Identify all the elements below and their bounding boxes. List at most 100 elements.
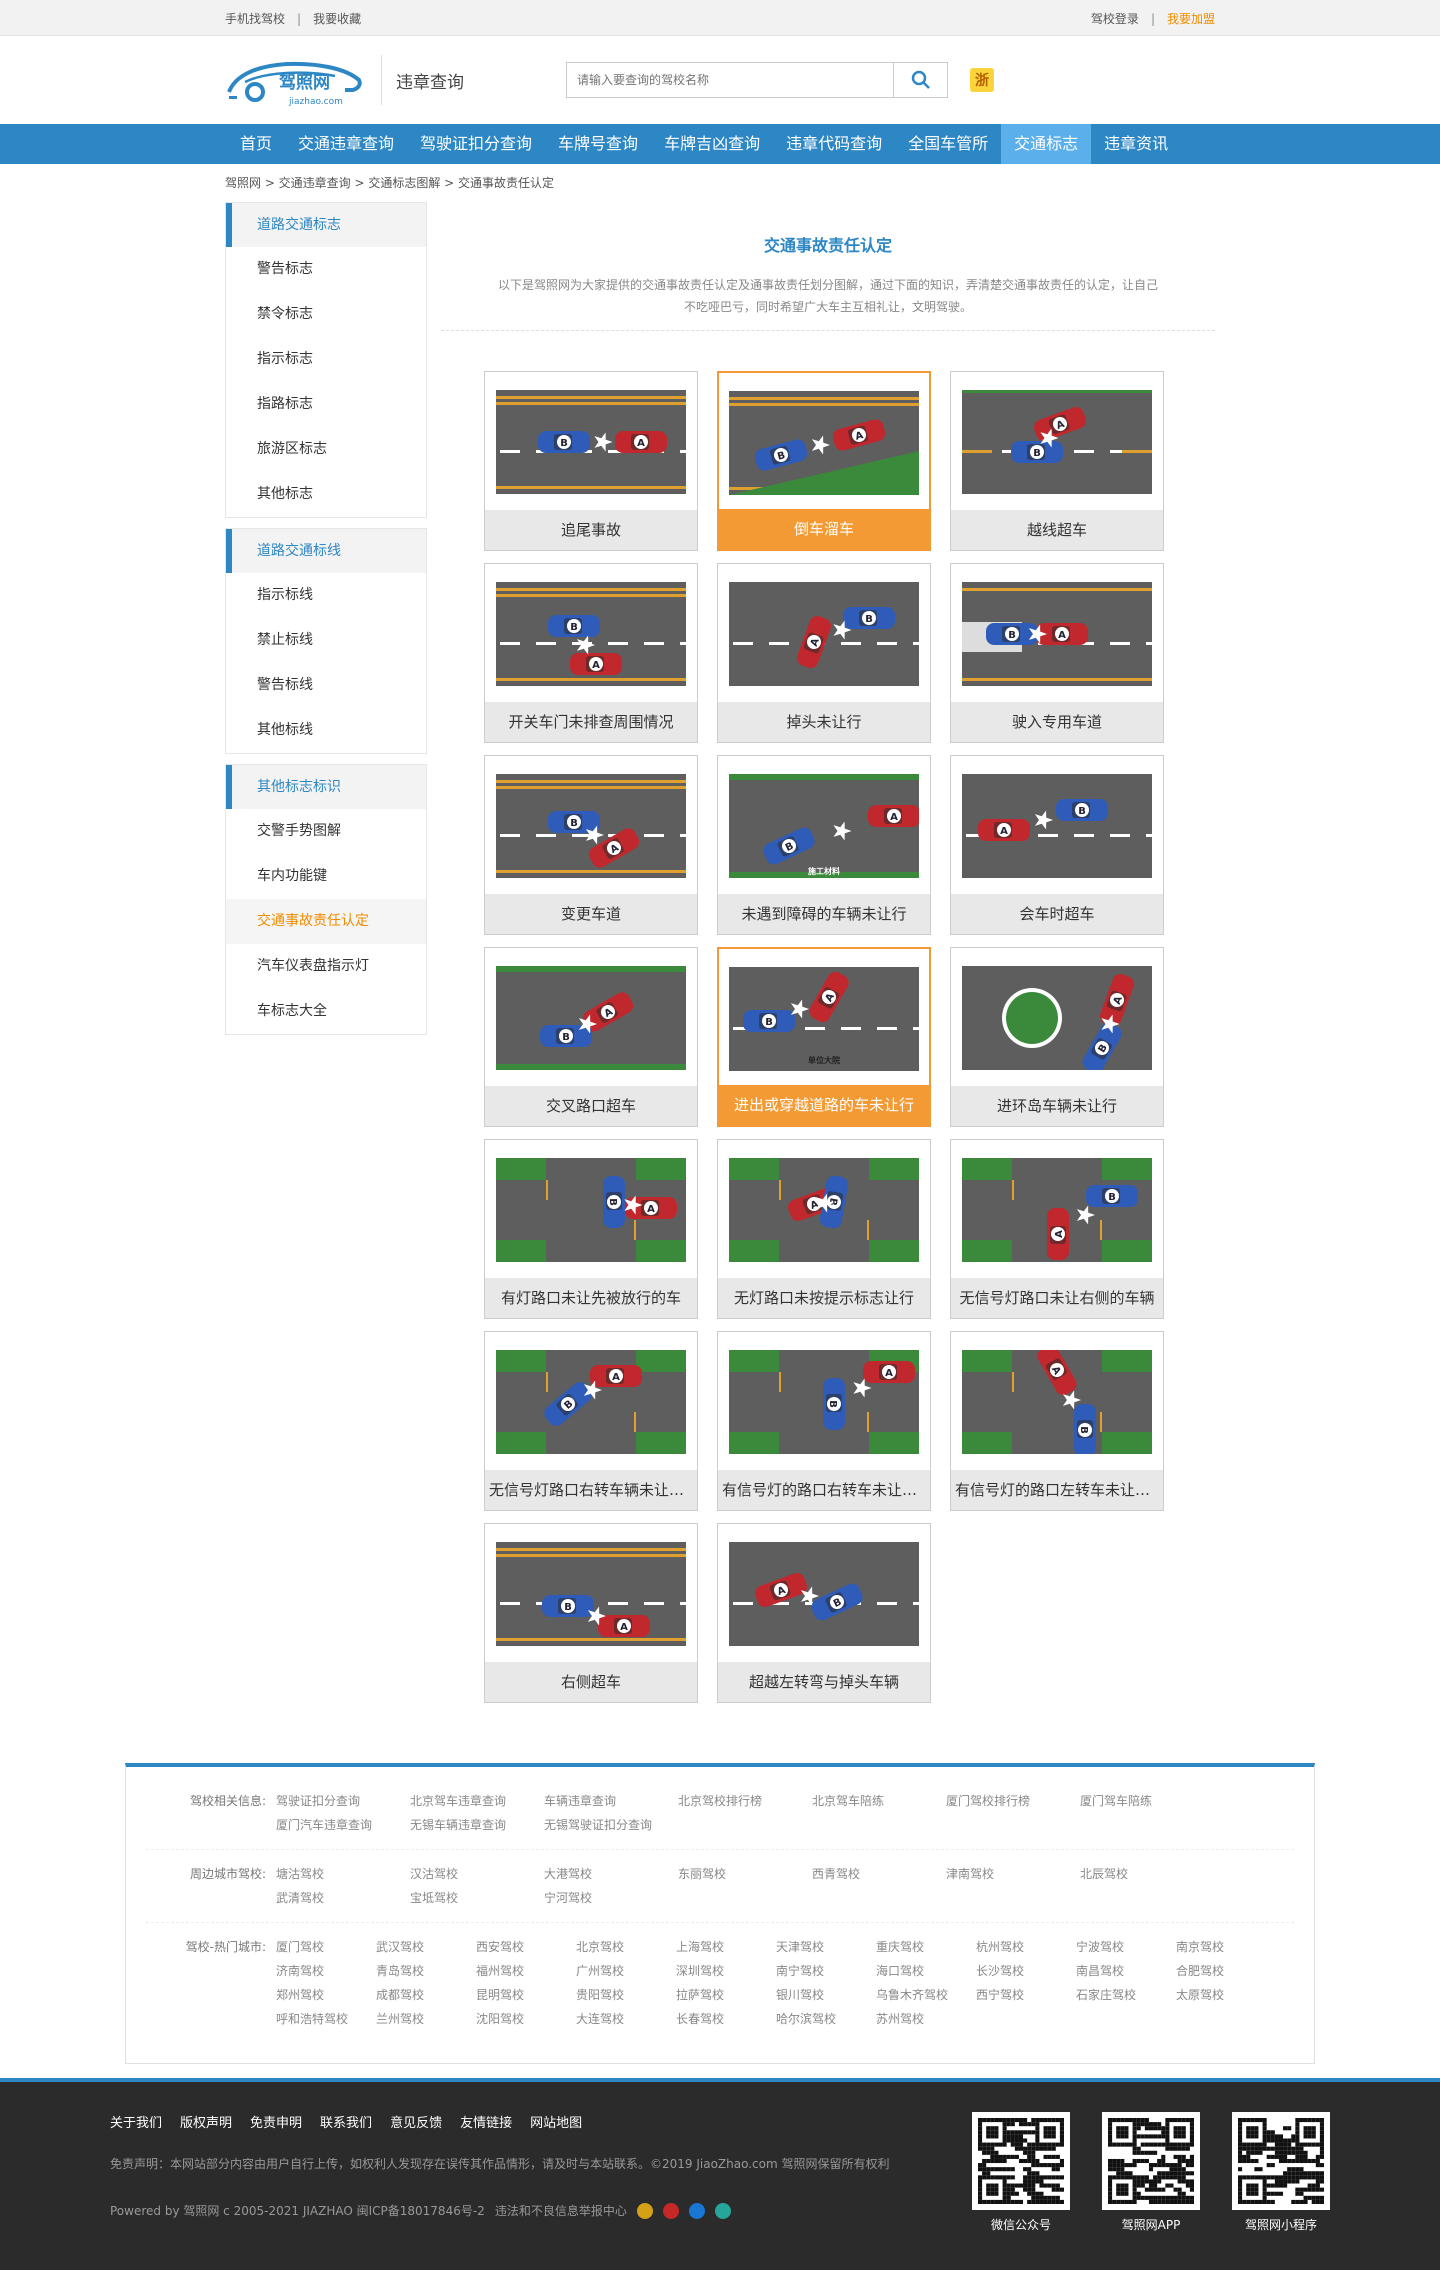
accident-card-label[interactable]: 追尾事故 bbox=[485, 510, 697, 550]
link-item[interactable]: 石家庄驾校 bbox=[1076, 1988, 1137, 2002]
accident-card-label[interactable]: 开关车门未排查周围情况 bbox=[485, 702, 697, 742]
accident-card[interactable]: A B 无信号灯路口未让右侧的车辆 bbox=[950, 1139, 1164, 1319]
link-item[interactable]: 车辆违章查询 bbox=[544, 1794, 617, 1808]
link-item[interactable]: 银川驾校 bbox=[776, 1988, 825, 2002]
join-link[interactable]: 我要加盟 bbox=[1166, 11, 1215, 26]
link-item[interactable]: 福州驾校 bbox=[476, 1964, 525, 1978]
police-badge-icon[interactable] bbox=[636, 2202, 653, 2219]
sidebar-item[interactable]: 指示标志 bbox=[257, 351, 313, 367]
search-button[interactable] bbox=[893, 63, 947, 97]
link-item[interactable]: 济南驾校 bbox=[276, 1964, 325, 1978]
link-item[interactable]: 大连驾校 bbox=[576, 2012, 625, 2026]
nav-item[interactable]: 车牌吉凶查询 bbox=[664, 134, 761, 153]
nav-item[interactable]: 违章资讯 bbox=[1104, 134, 1169, 153]
link-item[interactable]: 南昌驾校 bbox=[1076, 1964, 1125, 1978]
accident-card[interactable]: A B 有信号灯的路口右转车未让左转车 bbox=[717, 1331, 931, 1511]
accident-card[interactable]: A B 进环岛车辆未让行 bbox=[950, 947, 1164, 1127]
link-item[interactable]: 厦门驾校排行榜 bbox=[946, 1794, 1031, 1808]
region-badge[interactable]: 浙 bbox=[970, 68, 994, 92]
school-login-link[interactable]: 驾校登录 bbox=[1090, 11, 1139, 26]
accident-card-label[interactable]: 未遇到障碍的车辆未让行 bbox=[718, 894, 930, 934]
link-item[interactable]: 汉沽驾校 bbox=[410, 1867, 459, 1881]
sidebar-group-title[interactable]: 道路交通标志 bbox=[226, 203, 426, 247]
link-item[interactable]: 驾驶证扣分查询 bbox=[276, 1794, 361, 1808]
link-item[interactable]: 深圳驾校 bbox=[676, 1964, 725, 1978]
footer-nav-item[interactable]: 免责申明 bbox=[250, 2116, 303, 2131]
footer-nav-item[interactable]: 关于我们 bbox=[110, 2116, 163, 2131]
link-item[interactable]: 北京驾校排行榜 bbox=[678, 1794, 763, 1808]
link-item[interactable]: 长春驾校 bbox=[676, 2012, 725, 2026]
link-item[interactable]: 厦门驾校 bbox=[276, 1940, 325, 1954]
sidebar-item[interactable]: 其他标志 bbox=[257, 486, 313, 502]
sidebar-item[interactable]: 警告标线 bbox=[257, 677, 313, 693]
qr-code-image[interactable] bbox=[1102, 2112, 1200, 2210]
bookmark-link[interactable]: 我要收藏 bbox=[313, 11, 362, 26]
accident-card-label[interactable]: 右侧超车 bbox=[485, 1662, 697, 1702]
link-item[interactable]: 昆明驾校 bbox=[476, 1988, 525, 2002]
link-item[interactable]: 沈阳驾校 bbox=[476, 2012, 525, 2026]
qr-code-image[interactable] bbox=[1232, 2112, 1330, 2210]
link-item[interactable]: 太原驾校 bbox=[1176, 1988, 1225, 2002]
nav-item[interactable]: 全国车管所 bbox=[908, 134, 989, 153]
accident-card[interactable]: A B 驶入专用车道 bbox=[950, 563, 1164, 743]
link-item[interactable]: 北辰驾校 bbox=[1080, 1867, 1129, 1881]
link-item[interactable]: 武汉驾校 bbox=[376, 1940, 425, 1954]
accident-card-label[interactable]: 进环岛车辆未让行 bbox=[951, 1086, 1163, 1126]
accident-card[interactable]: A B 会车时超车 bbox=[950, 755, 1164, 935]
sidebar-group-title[interactable]: 其他标志标识 bbox=[226, 765, 426, 809]
footer-nav-item[interactable]: 意见反馈 bbox=[390, 2116, 443, 2131]
link-item[interactable]: 哈尔滨驾校 bbox=[776, 2012, 837, 2026]
link-item[interactable]: 天津驾校 bbox=[776, 1940, 825, 1954]
link-item[interactable]: 上海驾校 bbox=[676, 1940, 725, 1954]
link-item[interactable]: 宁河驾校 bbox=[544, 1891, 593, 1905]
link-item[interactable]: 西宁驾校 bbox=[976, 1988, 1025, 2002]
link-item[interactable]: 西安驾校 bbox=[476, 1940, 525, 1954]
sidebar-item[interactable]: 禁令标志 bbox=[257, 306, 313, 322]
accident-card-label[interactable]: 驶入专用车道 bbox=[951, 702, 1163, 742]
footer-nav-item[interactable]: 版权声明 bbox=[180, 2116, 233, 2131]
accident-card-label[interactable]: 掉头未让行 bbox=[718, 702, 930, 742]
accident-card-label[interactable]: 倒车溜车 bbox=[719, 509, 929, 549]
sidebar-item[interactable]: 旅游区标志 bbox=[257, 441, 327, 457]
mobile-find-link[interactable]: 手机找驾校 bbox=[225, 11, 286, 26]
link-item[interactable]: 呼和浩特驾校 bbox=[276, 2012, 349, 2026]
accident-card[interactable]: A B 交叉路口超车 bbox=[484, 947, 698, 1127]
link-item[interactable]: 宝坻驾校 bbox=[410, 1891, 459, 1905]
footer-nav-item[interactable]: 友情链接 bbox=[460, 2116, 513, 2131]
accident-card-label[interactable]: 无信号灯路口右转车辆未让左转车辆 bbox=[485, 1470, 697, 1510]
accident-card[interactable]: A B 有灯路口未让先被放行的车 bbox=[484, 1139, 698, 1319]
link-item[interactable]: 东丽驾校 bbox=[678, 1867, 727, 1881]
link-item[interactable]: 成都驾校 bbox=[376, 1988, 425, 2002]
link-item[interactable]: 拉萨驾校 bbox=[676, 1988, 725, 2002]
link-item[interactable]: 青岛驾校 bbox=[376, 1964, 425, 1978]
search-input[interactable] bbox=[567, 63, 893, 97]
accident-card[interactable]: A B 单位大院 进出或穿越道路的车未让行 bbox=[717, 947, 931, 1127]
link-item[interactable]: 合肥驾校 bbox=[1176, 1964, 1225, 1978]
qr-code-image[interactable] bbox=[972, 2112, 1070, 2210]
accident-card-label[interactable]: 无信号灯路口未让右侧的车辆 bbox=[951, 1278, 1163, 1318]
accident-card[interactable]: A B 无灯路口未按提示标志让行 bbox=[717, 1139, 931, 1319]
link-item[interactable]: 乌鲁木齐驾校 bbox=[876, 1988, 949, 2002]
accident-card-label[interactable]: 进出或穿越道路的车未让行 bbox=[719, 1085, 929, 1125]
link-item[interactable]: 南宁驾校 bbox=[776, 1964, 825, 1978]
accident-card[interactable]: A B 有信号灯的路口左转车未让直行车 bbox=[950, 1331, 1164, 1511]
accident-card-label[interactable]: 越线超车 bbox=[951, 510, 1163, 550]
link-item[interactable]: 无锡车辆违章查询 bbox=[410, 1818, 507, 1832]
nav-item[interactable]: 车牌号查询 bbox=[558, 134, 639, 153]
link-item[interactable]: 津南驾校 bbox=[946, 1867, 995, 1881]
link-item[interactable]: 海口驾校 bbox=[876, 1964, 925, 1978]
sidebar-item[interactable]: 车内功能键 bbox=[257, 868, 327, 884]
accident-card[interactable]: A B 倒车溜车 bbox=[717, 371, 931, 551]
accident-card[interactable]: A B 施工材料 未遇到障碍的车辆未让行 bbox=[717, 755, 931, 935]
link-item[interactable]: 塘沽驾校 bbox=[276, 1867, 325, 1881]
sidebar-item[interactable]: 汽车仪表盘指示灯 bbox=[257, 958, 369, 974]
link-item[interactable]: 重庆驾校 bbox=[876, 1940, 925, 1954]
network-police-icon[interactable] bbox=[688, 2202, 705, 2219]
accident-card-label[interactable]: 交叉路口超车 bbox=[485, 1086, 697, 1126]
sidebar-item[interactable]: 交警手势图解 bbox=[257, 823, 341, 839]
sidebar-item[interactable]: 车标志大全 bbox=[257, 1003, 327, 1019]
footer-nav-item[interactable]: 网站地图 bbox=[530, 2116, 583, 2131]
nav-item[interactable]: 交通标志 bbox=[1001, 124, 1092, 164]
link-item[interactable]: 武清驾校 bbox=[276, 1891, 325, 1905]
nav-item[interactable]: 首页 bbox=[240, 134, 273, 153]
